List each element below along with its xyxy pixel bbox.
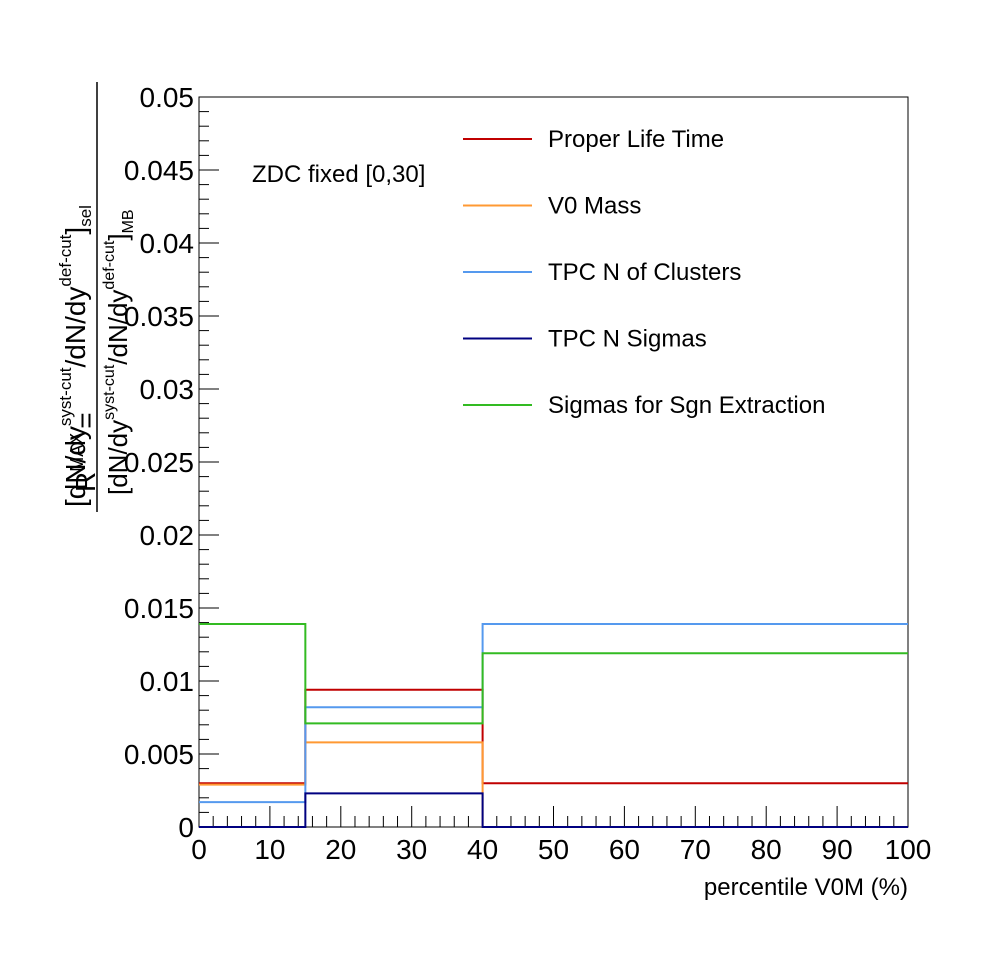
- series-line-1: [199, 688, 908, 785]
- legend-label: TPC N of Clusters: [548, 259, 741, 286]
- y-label-den-sup2: def-cut: [101, 240, 118, 289]
- legend-label: V0 Mass: [548, 193, 641, 220]
- y-label-den-sub: MB: [120, 209, 137, 233]
- y-tick-label: 0: [178, 812, 194, 843]
- x-tick-label: 60: [609, 834, 640, 865]
- y-tick-label: 0.025: [124, 447, 194, 478]
- series-line-5: [199, 623, 908, 725]
- y-axis-label: RMAX= [dN/dysyst-cut/dN/dydef-cut]sel [d…: [56, 82, 137, 512]
- x-tick-label: 50: [538, 834, 569, 865]
- x-axis-ticks: 0 10 20 30 40 50 60 70 80 90 100: [191, 806, 931, 865]
- y-label-r: R: [70, 472, 101, 492]
- legend-label: Sigmas for Sgn Extraction: [548, 392, 825, 419]
- y-tick-label: 0.01: [140, 666, 195, 697]
- y-tick-label: 0.045: [124, 155, 194, 186]
- y-label-num-close: ]: [60, 227, 91, 235]
- series-line-3: [199, 623, 908, 804]
- legend: Proper Life Time V0 Mass TPC N of Clusters…: [463, 126, 825, 419]
- y-tick-label: 0.035: [124, 301, 194, 332]
- y-label-num-sup1: syst-cut: [56, 367, 75, 426]
- series-layer: [199, 623, 908, 828]
- x-tick-label: 100: [885, 834, 932, 865]
- y-tick-label: 0.02: [140, 520, 195, 551]
- y-tick-label: 0.04: [140, 228, 195, 259]
- y-label-den-mid: /dN/dy: [103, 290, 133, 365]
- y-label-num-mid: /dN/dy: [60, 287, 91, 368]
- x-tick-label: 90: [822, 834, 853, 865]
- x-tick-label: 30: [396, 834, 427, 865]
- y-label-den-open: [dN/dy: [103, 420, 133, 495]
- y-tick-label: 0.015: [124, 593, 194, 624]
- y-label-r-sup: MAX: [67, 433, 87, 472]
- y-label-num-sup2: def-cut: [56, 234, 75, 286]
- svg-text:[dN/dysyst-cut/dN/dydef-cut]se: [dN/dysyst-cut/dN/dydef-cut]sel: [56, 205, 95, 507]
- x-tick-label: 0: [191, 834, 207, 865]
- y-label-num-sub: sel: [76, 205, 95, 227]
- x-tick-label: 10: [254, 834, 285, 865]
- legend-label: TPC N Sigmas: [548, 326, 707, 353]
- y-tick-label: 0.005: [124, 739, 194, 770]
- svg-text:[dN/dysyst-cut/dN/dydef-cut]MB: [dN/dysyst-cut/dN/dydef-cut]MB: [101, 209, 137, 495]
- y-label-equals: =: [70, 412, 101, 428]
- legend-label: Proper Life Time: [548, 126, 724, 153]
- svg-text:RMAX=: RMAX =: [67, 412, 101, 492]
- y-tick-label: 0.03: [140, 374, 195, 405]
- y-label-den-sup1: syst-cut: [101, 364, 118, 420]
- y-label-den-close: ]: [103, 233, 133, 240]
- x-tick-label: 20: [325, 834, 356, 865]
- y-axis-ticks: 0 0.005 0.01 0.015 0.02 0.025 0.03 0.035 0.04 0.0…: [124, 82, 219, 843]
- x-tick-label: 80: [751, 834, 782, 865]
- series-line-4: [199, 792, 908, 828]
- annotation-zdc: ZDC fixed [0,30]: [252, 161, 425, 188]
- x-tick-label: 70: [680, 834, 711, 865]
- y-tick-label: 0.05: [140, 82, 195, 113]
- x-tick-label: 40: [467, 834, 498, 865]
- y-label-num-open: [dN/dy: [60, 426, 91, 507]
- x-axis-label: percentile V0M (%): [704, 874, 908, 901]
